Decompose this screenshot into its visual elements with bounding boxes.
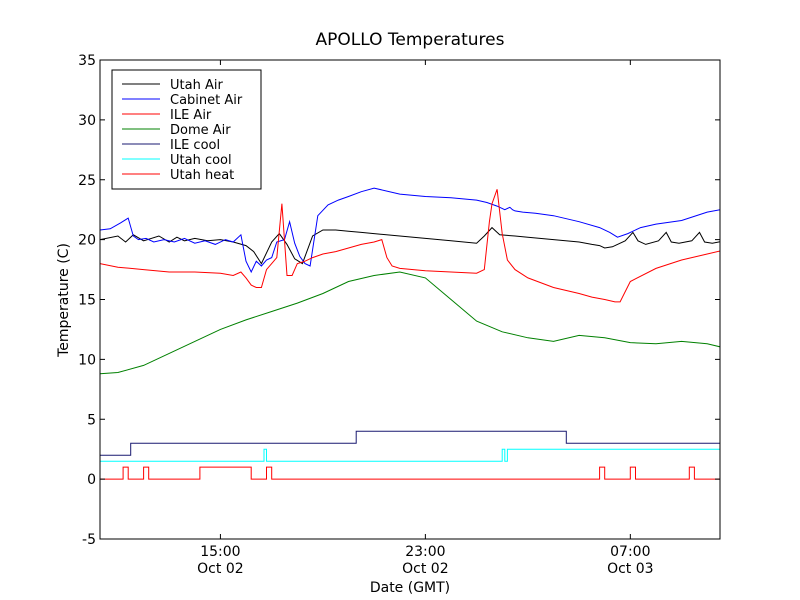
y-tick-label: 30 (78, 113, 96, 129)
y-tick-label: 10 (78, 352, 96, 368)
series-line-utah-cool (100, 448, 720, 462)
y-axis: -5 0 5 10 15 20 25 30 35 (78, 53, 720, 548)
x-tick-date: Oct 02 (197, 561, 243, 577)
x-axis-label: Date (GMT) (370, 580, 450, 596)
y-tick-label: -5 (82, 532, 96, 548)
series-line-ile-air (100, 189, 720, 303)
y-tick-label: 35 (78, 53, 96, 69)
y-tick-label: 5 (87, 412, 96, 428)
x-tick-time: 23:00 (405, 544, 445, 560)
series-line-ile-cool (100, 430, 720, 456)
chart-title: APOLLO Temperatures (316, 30, 505, 50)
legend-label: ILE cool (170, 138, 220, 153)
series-line-cabinet-air (100, 187, 720, 274)
y-tick-label: 0 (87, 472, 96, 488)
series-line-utah-air (100, 226, 720, 265)
x-tick-date: Oct 02 (402, 561, 448, 577)
series-line-utah-heat (100, 466, 720, 480)
x-tick-time: 07:00 (610, 544, 650, 560)
legend-label: Utah Air (170, 78, 223, 93)
y-tick-label: 25 (78, 173, 96, 189)
y-axis-label: Temperature (C) (56, 243, 72, 358)
plot-area (100, 187, 720, 480)
legend-label: Utah heat (170, 168, 234, 183)
y-tick-label: 20 (78, 233, 96, 249)
x-tick-date: Oct 03 (607, 561, 653, 577)
legend-label: ILE Air (170, 108, 212, 123)
y-tick-label: 15 (78, 293, 96, 309)
x-tick-time: 15:00 (200, 544, 240, 560)
legend-label: Dome Air (170, 123, 231, 138)
legend-label: Cabinet Air (170, 93, 243, 108)
legend-label: Utah cool (170, 153, 232, 168)
series-line-dome-air (100, 271, 720, 375)
